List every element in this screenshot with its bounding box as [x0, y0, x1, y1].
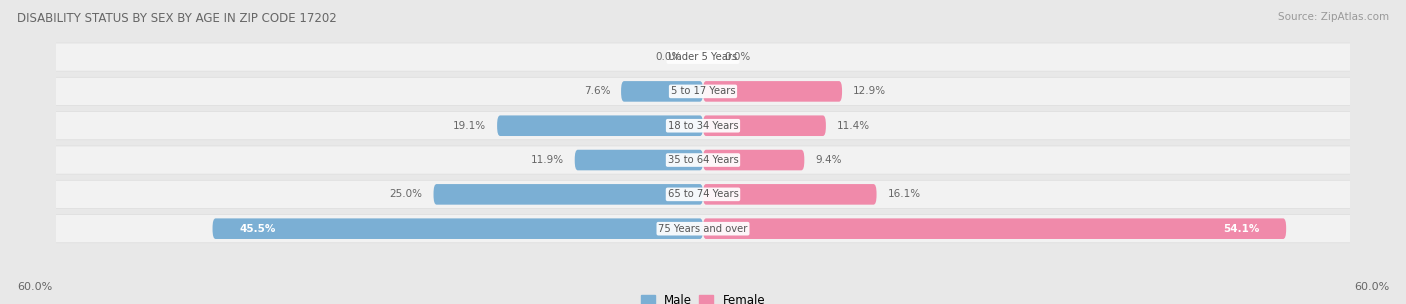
- FancyBboxPatch shape: [51, 77, 1355, 105]
- Text: 11.9%: 11.9%: [531, 155, 564, 165]
- Text: Under 5 Years: Under 5 Years: [668, 52, 738, 62]
- FancyBboxPatch shape: [51, 180, 1355, 209]
- Text: 5 to 17 Years: 5 to 17 Years: [671, 86, 735, 96]
- Text: 0.0%: 0.0%: [655, 52, 682, 62]
- Legend: Male, Female: Male, Female: [641, 294, 765, 304]
- Text: 0.0%: 0.0%: [724, 52, 751, 62]
- FancyBboxPatch shape: [51, 43, 1355, 71]
- Text: 45.5%: 45.5%: [239, 224, 276, 234]
- Text: 75 Years and over: 75 Years and over: [658, 224, 748, 234]
- Text: 9.4%: 9.4%: [815, 155, 842, 165]
- FancyBboxPatch shape: [498, 116, 703, 136]
- Text: DISABILITY STATUS BY SEX BY AGE IN ZIP CODE 17202: DISABILITY STATUS BY SEX BY AGE IN ZIP C…: [17, 12, 336, 25]
- FancyBboxPatch shape: [575, 150, 703, 170]
- Text: 65 to 74 Years: 65 to 74 Years: [668, 189, 738, 199]
- FancyBboxPatch shape: [51, 215, 1355, 243]
- Text: 54.1%: 54.1%: [1223, 224, 1260, 234]
- Text: 35 to 64 Years: 35 to 64 Years: [668, 155, 738, 165]
- FancyBboxPatch shape: [703, 218, 1286, 239]
- FancyBboxPatch shape: [703, 116, 825, 136]
- FancyBboxPatch shape: [433, 184, 703, 205]
- FancyBboxPatch shape: [51, 146, 1355, 174]
- FancyBboxPatch shape: [51, 112, 1355, 140]
- Text: 60.0%: 60.0%: [17, 282, 52, 292]
- Text: 11.4%: 11.4%: [837, 121, 870, 131]
- FancyBboxPatch shape: [212, 218, 703, 239]
- Text: 18 to 34 Years: 18 to 34 Years: [668, 121, 738, 131]
- Text: 25.0%: 25.0%: [389, 189, 423, 199]
- FancyBboxPatch shape: [703, 184, 876, 205]
- FancyBboxPatch shape: [621, 81, 703, 102]
- Text: 60.0%: 60.0%: [1354, 282, 1389, 292]
- Text: 12.9%: 12.9%: [853, 86, 886, 96]
- Text: 7.6%: 7.6%: [583, 86, 610, 96]
- Text: 19.1%: 19.1%: [453, 121, 486, 131]
- FancyBboxPatch shape: [703, 81, 842, 102]
- Text: Source: ZipAtlas.com: Source: ZipAtlas.com: [1278, 12, 1389, 22]
- Text: 16.1%: 16.1%: [887, 189, 921, 199]
- FancyBboxPatch shape: [703, 150, 804, 170]
